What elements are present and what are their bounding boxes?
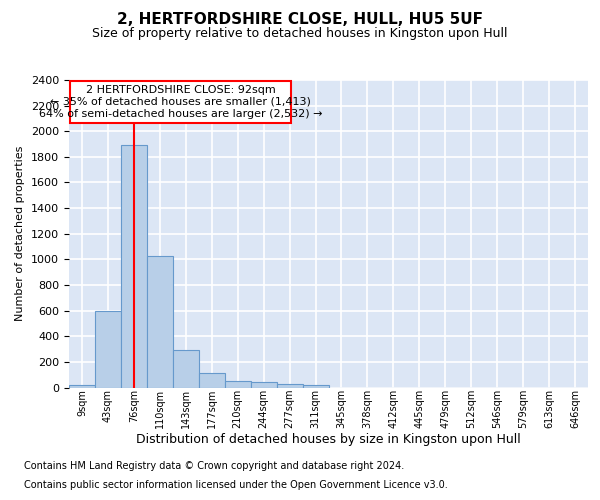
Text: ← 35% of detached houses are smaller (1,413): ← 35% of detached houses are smaller (1,… — [50, 97, 311, 107]
FancyBboxPatch shape — [70, 80, 291, 123]
Bar — [95, 310, 121, 388]
Bar — [121, 146, 147, 388]
Bar — [277, 384, 302, 388]
Bar — [251, 382, 277, 388]
Bar — [173, 350, 199, 388]
Text: 2 HERTFORDSHIRE CLOSE: 92sqm: 2 HERTFORDSHIRE CLOSE: 92sqm — [86, 85, 275, 95]
Text: Contains public sector information licensed under the Open Government Licence v3: Contains public sector information licen… — [24, 480, 448, 490]
Bar — [225, 381, 251, 388]
Text: 64% of semi-detached houses are larger (2,532) →: 64% of semi-detached houses are larger (… — [39, 108, 322, 118]
Text: 2, HERTFORDSHIRE CLOSE, HULL, HU5 5UF: 2, HERTFORDSHIRE CLOSE, HULL, HU5 5UF — [117, 12, 483, 28]
Bar — [147, 256, 173, 388]
Text: Distribution of detached houses by size in Kingston upon Hull: Distribution of detached houses by size … — [136, 432, 521, 446]
Bar — [199, 373, 224, 388]
Text: Contains HM Land Registry data © Crown copyright and database right 2024.: Contains HM Land Registry data © Crown c… — [24, 461, 404, 471]
Bar — [302, 385, 329, 388]
Bar — [69, 385, 95, 388]
Text: Size of property relative to detached houses in Kingston upon Hull: Size of property relative to detached ho… — [92, 28, 508, 40]
Y-axis label: Number of detached properties: Number of detached properties — [16, 146, 25, 322]
